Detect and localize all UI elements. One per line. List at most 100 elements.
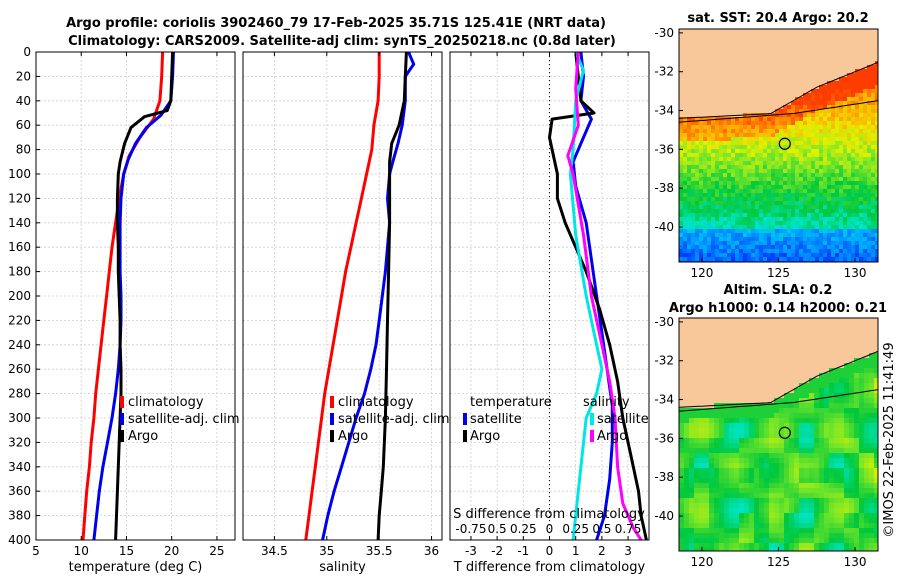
map-cell: [791, 257, 796, 262]
map-cell: [689, 518, 695, 524]
map-cell: [834, 318, 840, 324]
map-cell: [839, 49, 844, 54]
map-cell: [699, 538, 705, 544]
map-cell: [803, 221, 808, 226]
map-cell: [819, 458, 825, 464]
map-cell: [787, 53, 792, 58]
map-cell: [755, 249, 760, 254]
map-cell: [791, 189, 796, 194]
map-cell: [779, 37, 784, 42]
map-cell: [734, 473, 740, 479]
map-cell: [787, 189, 792, 194]
map-cell: [719, 498, 725, 504]
map-cell: [827, 37, 832, 42]
map-cell: [747, 101, 752, 106]
map-cell: [751, 45, 756, 50]
map-cell: [867, 89, 872, 94]
map-cell: [819, 241, 824, 246]
map-cell: [807, 241, 812, 246]
map-cell: [711, 121, 716, 126]
map-cell: [714, 468, 720, 474]
map-cell: [803, 229, 808, 234]
map-cell: [755, 101, 760, 106]
map-cell: [703, 205, 708, 210]
map-cell: [723, 185, 728, 190]
map-cell: [759, 237, 764, 242]
map-cell: [834, 388, 840, 394]
map-cell: [774, 468, 780, 474]
map-cell: [759, 423, 765, 429]
map-cell: [843, 181, 848, 186]
map-cell: [779, 448, 785, 454]
map-cell: [859, 348, 865, 354]
map-cell: [769, 453, 775, 459]
legend-label-climatology: climatology: [338, 395, 414, 410]
map-cell: [809, 423, 815, 429]
map-cell: [727, 189, 732, 194]
map-cell: [864, 413, 870, 419]
map-cell: [751, 173, 756, 178]
map-cell: [731, 173, 736, 178]
x-tick-label: 25: [209, 544, 224, 558]
map-cell: [843, 185, 848, 190]
map-cell: [855, 113, 860, 118]
map-cell: [764, 468, 770, 474]
map-cell: [814, 523, 820, 529]
map-cell: [767, 81, 772, 86]
map-cell: [735, 205, 740, 210]
x-tick-label: 15: [119, 544, 134, 558]
map-cell: [814, 468, 820, 474]
map-cell: [759, 533, 765, 539]
map-cell: [815, 121, 820, 126]
map-cell: [849, 508, 855, 514]
map-cell: [839, 388, 845, 394]
map-cell: [754, 343, 760, 349]
map-cell: [764, 493, 770, 499]
map-cell: [783, 97, 788, 102]
map-cell: [739, 169, 744, 174]
map-cell: [875, 185, 878, 190]
map-cell: [834, 333, 840, 339]
map-cell: [783, 153, 788, 158]
map-cell: [784, 378, 790, 384]
map-cell: [743, 57, 748, 62]
map-cell: [849, 373, 855, 379]
map-cell: [875, 125, 878, 130]
map-cell: [699, 185, 704, 190]
y-tick-label: -30: [654, 26, 674, 40]
map-cell: [774, 453, 780, 459]
map-cell: [771, 233, 776, 238]
map-cell: [683, 213, 688, 218]
map-cell: [771, 253, 776, 258]
map-cell: [794, 403, 800, 409]
map-cell: [867, 77, 872, 82]
map-cell: [743, 241, 748, 246]
map-cell: [709, 418, 715, 424]
map-cell: [755, 85, 760, 90]
map-cell: [707, 193, 712, 198]
map-cell: [794, 343, 800, 349]
map-cell: [729, 363, 735, 369]
map-cell: [767, 141, 772, 146]
map-cell: [683, 233, 688, 238]
map-cell: [735, 149, 740, 154]
map-cell: [809, 358, 815, 364]
map-cell: [819, 57, 824, 62]
map-cell: [849, 348, 855, 354]
map-cell: [739, 438, 745, 444]
map-cell: [804, 473, 810, 479]
map-cell: [759, 413, 765, 419]
map-cell: [859, 37, 864, 42]
map-cell: [794, 453, 800, 459]
map-cell: [827, 133, 832, 138]
map-cell: [711, 245, 716, 250]
map-cell: [747, 193, 752, 198]
map-cell: [843, 85, 848, 90]
map-cell: [819, 101, 824, 106]
map-cell: [779, 257, 784, 262]
map-cell: [739, 193, 744, 198]
map-cell: [694, 343, 700, 349]
map-cell: [775, 77, 780, 82]
map-cell: [809, 323, 815, 329]
map-cell: [863, 109, 868, 114]
